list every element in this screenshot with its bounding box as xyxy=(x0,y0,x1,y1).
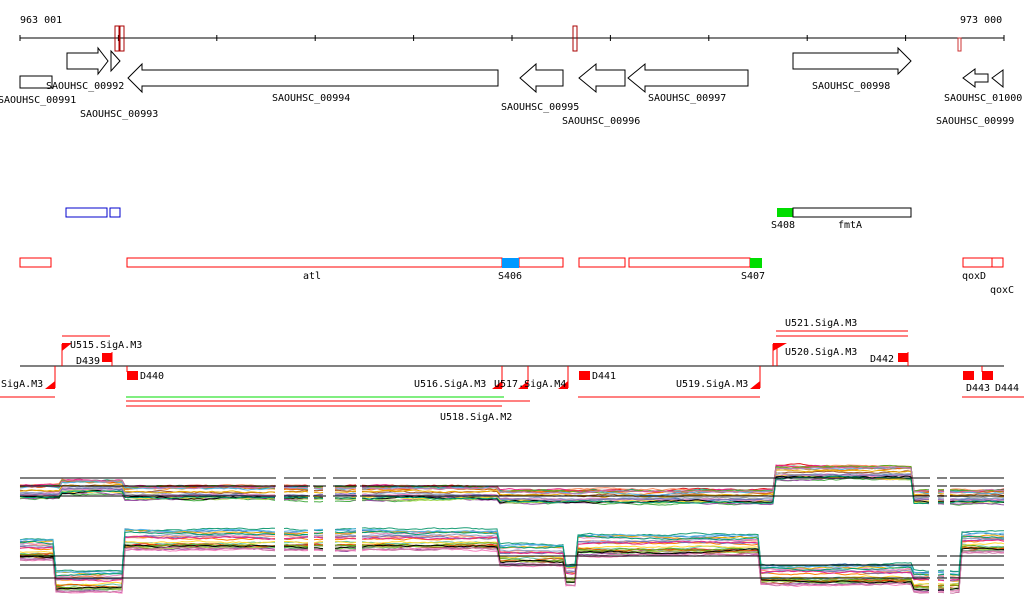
qoxc-label: qoxC xyxy=(990,285,1014,296)
atl-label: atl xyxy=(303,271,321,282)
terminator-label[interactable]: D442 xyxy=(870,354,894,365)
svg-text:SAOUHSC_00996: SAOUHSC_00996 xyxy=(562,116,640,127)
data-gap xyxy=(947,460,950,600)
expression-trace xyxy=(19,540,1005,586)
expression-trace xyxy=(19,477,1005,506)
gene-SAOUHSC_00997[interactable]: SAOUHSC_00997 xyxy=(627,62,749,104)
terminator-label[interactable]: D440 xyxy=(140,371,164,382)
data-gap xyxy=(326,460,333,600)
promoter-label[interactable]: U515.SigA.M3 xyxy=(70,340,142,351)
expression-trace xyxy=(19,546,1005,594)
gene-SAOUHSC_00998[interactable]: SAOUHSC_00998 xyxy=(792,46,912,92)
d439-marker[interactable] xyxy=(102,353,112,362)
promoter-track: .SigA.M3 U515.SigA.M3 D439 D440 U516.Sig… xyxy=(0,318,1024,423)
s406-label: S406 xyxy=(498,271,522,282)
svg-text:SAOUHSC_00999: SAOUHSC_00999 xyxy=(936,116,1014,127)
expression-trace xyxy=(19,544,1004,591)
atl-box[interactable] xyxy=(126,257,503,268)
terminator-label[interactable]: D439 xyxy=(76,356,100,367)
gene-SAOUHSC_00994[interactable]: SAOUHSC_00994 xyxy=(127,62,499,104)
s407-label: S407 xyxy=(741,271,765,282)
d440-marker[interactable] xyxy=(127,371,138,380)
expression-trace xyxy=(20,466,1005,495)
ruler-end-label: 973 000 xyxy=(960,15,1002,26)
promoter-label[interactable]: U521.SigA.M3 xyxy=(785,318,857,329)
svg-text:SAOUHSC_00994: SAOUHSC_00994 xyxy=(272,93,350,104)
data-gap xyxy=(357,460,360,600)
promoter-label[interactable]: U517.SigA.M4 xyxy=(494,379,566,390)
gene-SAOUHSC_00991[interactable]: SAOUHSC_00991 xyxy=(0,75,76,106)
data-gap xyxy=(310,460,313,600)
blue-feature[interactable] xyxy=(65,207,108,218)
d442-marker[interactable] xyxy=(898,353,908,362)
svg-text:SAOUHSC_00998: SAOUHSC_00998 xyxy=(812,81,890,92)
expression-trace xyxy=(19,469,1005,498)
d443-marker[interactable] xyxy=(963,371,974,380)
expression-trace xyxy=(19,466,1005,496)
feature-track: S408 fmtA atl S406 S407 qoxD qoxC xyxy=(19,207,1014,296)
blue-feature[interactable] xyxy=(109,207,121,218)
promoter-label[interactable]: U516.SigA.M3 xyxy=(414,379,486,390)
expression-trace xyxy=(19,547,1005,594)
expression-trace xyxy=(19,546,1005,594)
promoter-label[interactable]: U520.SigA.M3 xyxy=(785,347,857,358)
gene-SAOUHSC_00993[interactable]: SAOUHSC_00993 xyxy=(80,49,158,120)
s408-label: S408 xyxy=(771,220,795,231)
gene-SAOUHSC_00996[interactable]: SAOUHSC_00996 xyxy=(562,62,640,127)
gene-track: SAOUHSC_00991 SAOUHSC_00992 SAOUHSC_0099… xyxy=(0,46,1022,127)
fmta-label: fmtA xyxy=(838,220,862,231)
svg-text:SAOUHSC_01000: SAOUHSC_01000 xyxy=(944,93,1022,104)
svg-text:SAOUHSC_00993: SAOUHSC_00993 xyxy=(80,109,158,120)
svg-text:SAOUHSC_00992: SAOUHSC_00992 xyxy=(46,81,124,92)
coordinate-ruler: 963 001 973 000 xyxy=(19,15,1005,52)
terminator-label[interactable]: D441 xyxy=(592,371,616,382)
expression-trace xyxy=(19,535,1005,582)
s408-box[interactable] xyxy=(777,208,793,217)
qoxd-label: qoxD xyxy=(962,271,986,282)
gene-SAOUHSC_00999[interactable]: SAOUHSC_00999 xyxy=(936,68,1014,127)
ruler-start-label: 963 001 xyxy=(20,15,62,26)
data-gap xyxy=(930,460,937,600)
expression-trace xyxy=(19,528,1005,575)
d444-marker[interactable] xyxy=(982,371,993,380)
terminator-label[interactable]: D444 xyxy=(995,383,1019,394)
terminator-label[interactable]: D443 xyxy=(966,383,990,394)
promoter-label[interactable]: U519.SigA.M3 xyxy=(676,379,748,390)
promoter-label[interactable]: .SigA.M3 xyxy=(0,379,43,390)
expression-trace xyxy=(19,475,1005,505)
gene-SAOUHSC_00992[interactable]: SAOUHSC_00992 xyxy=(46,46,124,92)
promoter-label[interactable]: U518.SigA.M2 xyxy=(440,412,512,423)
gene-SAOUHSC_00995[interactable]: SAOUHSC_00995 xyxy=(501,62,579,113)
svg-text:SAOUHSC_00995: SAOUHSC_00995 xyxy=(501,102,579,113)
svg-text:SAOUHSC_00991: SAOUHSC_00991 xyxy=(0,95,76,106)
s406-box[interactable] xyxy=(502,258,519,268)
fmta-box[interactable] xyxy=(792,207,912,218)
gene-SAOUHSC_01000[interactable]: SAOUHSC_01000 xyxy=(944,69,1022,104)
svg-text:SAOUHSC_00997: SAOUHSC_00997 xyxy=(648,93,726,104)
expression-trace xyxy=(19,530,1005,577)
data-gap xyxy=(276,460,284,600)
expression-trace xyxy=(19,527,1004,572)
d441-marker[interactable] xyxy=(579,371,590,380)
expression-profiles xyxy=(19,460,1005,600)
s407-box[interactable] xyxy=(750,258,762,268)
